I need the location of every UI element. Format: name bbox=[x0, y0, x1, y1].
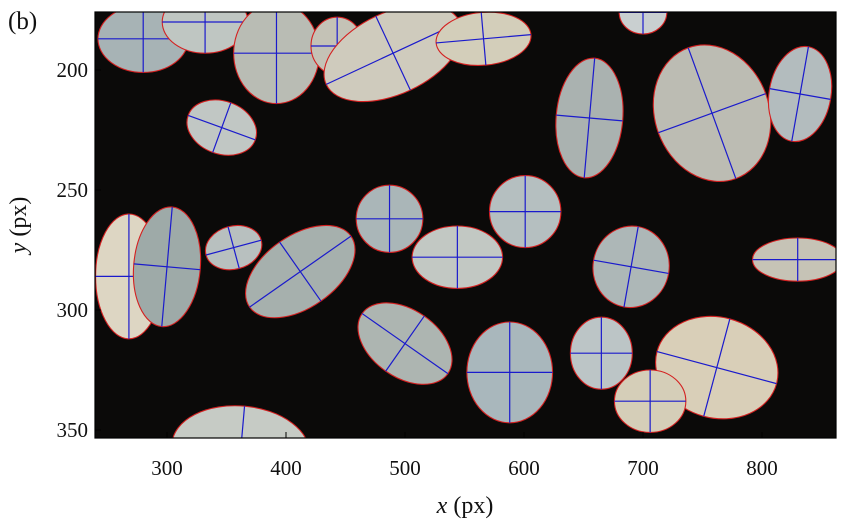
pebble bbox=[435, 12, 532, 66]
pebble bbox=[741, 476, 827, 523]
pebble-minor-axis bbox=[139, 516, 175, 523]
pebble-minor-axis bbox=[279, 241, 322, 302]
pebble-minor-axis bbox=[623, 226, 639, 308]
y-tick-label: 350 bbox=[57, 418, 89, 442]
y-tick-label: 200 bbox=[57, 58, 89, 82]
pebble-major-axis bbox=[172, 443, 310, 455]
pebble bbox=[751, 237, 836, 282]
y-axis-label-var: y bbox=[6, 242, 32, 255]
pebble bbox=[466, 321, 554, 424]
pebble bbox=[186, 99, 258, 156]
pebble bbox=[613, 369, 687, 433]
pebble-minor-axis bbox=[385, 315, 425, 372]
pebble-minor-axis bbox=[658, 519, 674, 523]
pebble-minor-axis bbox=[375, 15, 411, 91]
pebble bbox=[323, 12, 463, 103]
pebble bbox=[652, 44, 772, 183]
pebble bbox=[569, 316, 633, 390]
pebble-outline bbox=[251, 489, 406, 523]
pebble-minor-axis bbox=[227, 226, 240, 269]
pebble-minor-axis bbox=[305, 509, 353, 523]
panel-label: (b) bbox=[8, 8, 37, 35]
pebble bbox=[96, 509, 120, 523]
pebble bbox=[555, 57, 624, 179]
pebble-minor-axis bbox=[161, 206, 173, 327]
plot-frame bbox=[94, 11, 837, 439]
pebble bbox=[355, 184, 424, 253]
y-tick-label: 300 bbox=[57, 298, 89, 322]
pebble bbox=[171, 405, 311, 455]
pebble-photo bbox=[95, 12, 836, 523]
pebble-outline bbox=[96, 509, 120, 523]
pebble bbox=[100, 494, 214, 523]
pebble-minor-axis bbox=[480, 12, 487, 66]
pebble-minor-axis bbox=[687, 47, 737, 179]
pebble bbox=[534, 512, 612, 523]
x-axis-label-unit: (px) bbox=[453, 493, 493, 519]
pebble-minor-axis bbox=[703, 318, 731, 417]
pebble-outline bbox=[534, 512, 612, 523]
pebble bbox=[233, 12, 320, 105]
x-tick-label: 800 bbox=[746, 456, 778, 480]
x-axis-label-var: x bbox=[436, 493, 448, 519]
x-axis-ticks: 300 400 500 600 700 800 bbox=[151, 432, 778, 480]
pebble bbox=[767, 45, 833, 143]
pebble bbox=[204, 224, 263, 271]
pebble-outline bbox=[100, 494, 214, 523]
pebble-minor-axis bbox=[236, 406, 246, 438]
pebble bbox=[132, 206, 202, 328]
x-tick-label: 400 bbox=[270, 456, 302, 480]
pebble-minor-axis bbox=[212, 102, 232, 153]
y-axis-ticks: 200250300350400450500 bbox=[57, 58, 101, 442]
y-axis-label-unit: (px) bbox=[6, 197, 32, 237]
pebble-minor-axis bbox=[583, 58, 596, 178]
pebble bbox=[251, 489, 406, 523]
pebble bbox=[357, 302, 453, 385]
pebble bbox=[411, 225, 504, 289]
x-tick-label: 700 bbox=[627, 456, 659, 480]
pebble-outline bbox=[741, 476, 827, 523]
pebble bbox=[596, 514, 735, 523]
y-axis-label: y (px) bbox=[6, 197, 32, 256]
pebble bbox=[592, 225, 670, 309]
pebble-outline bbox=[596, 514, 735, 523]
x-tick-label: 500 bbox=[389, 456, 421, 480]
pebble bbox=[488, 175, 562, 249]
x-tick-label: 300 bbox=[151, 456, 183, 480]
y-tick-label: 250 bbox=[57, 178, 89, 202]
pebble bbox=[655, 315, 779, 420]
x-tick-label: 600 bbox=[508, 456, 540, 480]
pebble bbox=[244, 224, 356, 319]
x-axis-label: x (px) bbox=[436, 493, 494, 519]
pebble-minor-axis bbox=[791, 46, 810, 142]
